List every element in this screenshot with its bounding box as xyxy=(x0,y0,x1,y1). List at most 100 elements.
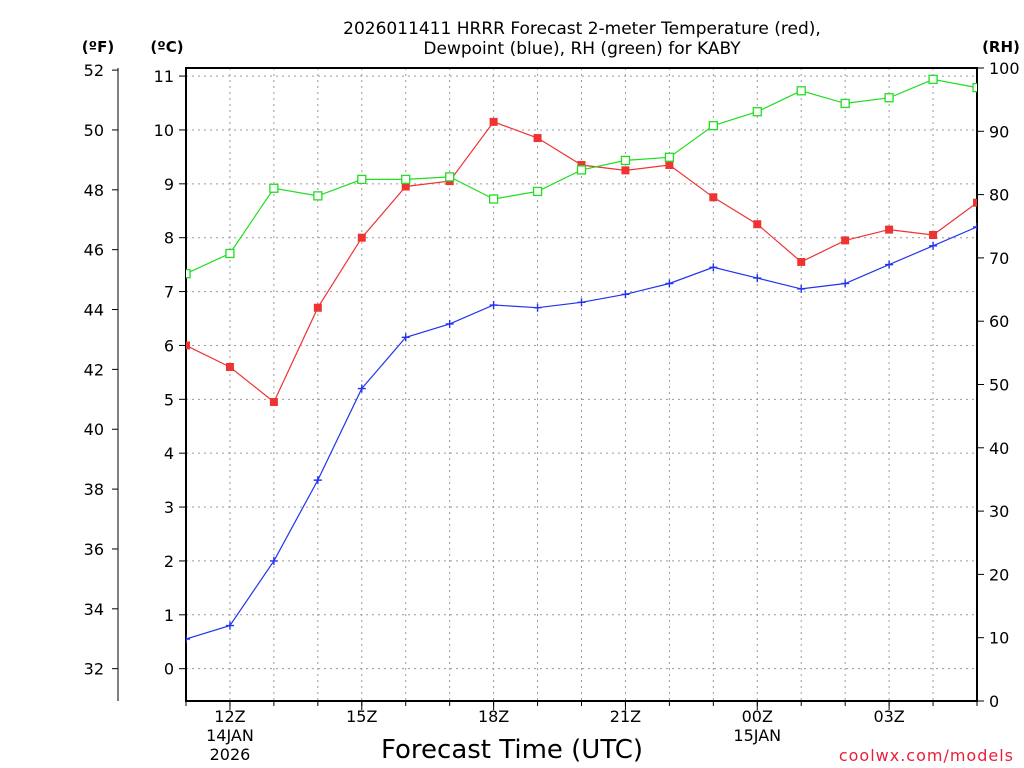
rh-point xyxy=(972,82,977,93)
temperature-point xyxy=(709,193,718,202)
temperature-point xyxy=(577,160,586,169)
dewpoint-point xyxy=(401,333,410,342)
rh-tick-label: 40 xyxy=(989,439,1009,458)
dewpoint-point xyxy=(709,263,718,272)
celsius-tick-label: 11 xyxy=(154,67,174,86)
rh-point xyxy=(532,186,543,197)
dewpoint-point xyxy=(753,274,762,283)
rh-tick-label: 100 xyxy=(989,59,1020,78)
celsius-axis-unit: (ºC) xyxy=(150,38,183,56)
fahrenheit-tick-label: 32 xyxy=(84,660,104,679)
temperature-point xyxy=(269,398,278,407)
rh-point xyxy=(576,165,587,175)
temperature-point xyxy=(973,198,977,207)
rh-point xyxy=(313,191,323,201)
temperature-point xyxy=(533,134,542,143)
rh-tick-label: 10 xyxy=(989,629,1009,648)
celsius-tick-label: 4 xyxy=(164,444,174,463)
x-date-label: 15JAN xyxy=(733,726,781,745)
celsius-tick-label: 2 xyxy=(164,552,174,571)
temperature-point xyxy=(841,236,850,245)
temperature-point xyxy=(797,257,806,266)
fahrenheit-tick-label: 34 xyxy=(84,600,104,619)
fahrenheit-axis-unit: (ºF) xyxy=(82,38,114,56)
temperature-point xyxy=(665,160,674,169)
x-date-label: 14JAN xyxy=(206,726,254,745)
temperature-point xyxy=(186,341,190,350)
temperature-point xyxy=(753,220,762,229)
dewpoint-point xyxy=(357,384,366,393)
celsius-tick-label: 6 xyxy=(164,336,174,355)
dewpoint-point xyxy=(665,279,674,288)
dewpoint-point xyxy=(445,319,454,328)
fahrenheit-tick-label: 38 xyxy=(84,480,104,499)
rh-point xyxy=(664,152,675,162)
fahrenheit-tick-label: 44 xyxy=(84,301,104,320)
rh-tick-label: 0 xyxy=(989,692,999,711)
celsius-tick-label: 5 xyxy=(164,390,174,409)
temperature-point xyxy=(885,225,894,234)
dewpoint-point xyxy=(313,476,322,485)
x-tick-label: 03Z xyxy=(873,707,904,726)
x-axis-title: Forecast Time (UTC) xyxy=(381,735,643,765)
rh-point xyxy=(269,183,279,193)
chart-title-line2: Dewpoint (blue), RH (green) for KABY xyxy=(423,39,741,59)
rh-point xyxy=(357,174,367,185)
rh-tick-label: 20 xyxy=(989,565,1009,584)
series-group xyxy=(186,74,977,644)
celsius-tick-label: 9 xyxy=(164,175,174,194)
dewpoint-point xyxy=(269,556,278,565)
dewpoint-point xyxy=(929,241,938,250)
x-tick-label: 15Z xyxy=(346,707,377,726)
rh-point xyxy=(488,194,499,204)
fahrenheit-tick-label: 48 xyxy=(84,181,104,200)
rh-point xyxy=(840,98,850,109)
rh-tick-label: 70 xyxy=(989,249,1009,268)
x-tick-label: 00Z xyxy=(742,707,773,726)
dewpoint-point xyxy=(841,279,850,288)
rh-axis-unit: (RH) xyxy=(982,38,1020,56)
dewpoint-point xyxy=(885,260,894,269)
x-tick-label: 18Z xyxy=(478,707,509,726)
celsius-tick-label: 7 xyxy=(164,283,174,302)
rh-point xyxy=(796,86,806,96)
x-tick-label: 12Z xyxy=(214,707,245,726)
celsius-tick-label: 8 xyxy=(164,229,174,248)
fahrenheit-tick-label: 36 xyxy=(84,540,104,559)
rh-tick-label: 30 xyxy=(989,502,1009,521)
fahrenheit-tick-label: 50 xyxy=(84,121,104,140)
rh-point xyxy=(445,172,455,182)
rh-point xyxy=(225,248,235,259)
rh-point xyxy=(708,120,718,131)
rh-point xyxy=(186,269,191,279)
celsius-tick-label: 0 xyxy=(164,660,174,679)
temperature-point xyxy=(357,233,366,242)
celsius-tick-label: 3 xyxy=(164,498,174,517)
fahrenheit-tick-label: 42 xyxy=(84,360,104,379)
series-layer xyxy=(186,74,977,644)
rh-point xyxy=(928,74,938,85)
x-tick-label: 21Z xyxy=(610,707,641,726)
temperature-point xyxy=(929,231,938,240)
rh-tick-label: 90 xyxy=(989,122,1009,141)
celsius-tick-label: 1 xyxy=(164,606,174,625)
fahrenheit-tick-label: 46 xyxy=(84,241,104,260)
rh-point xyxy=(752,107,762,117)
temperature-point xyxy=(401,182,410,191)
fahrenheit-tick-label: 40 xyxy=(84,420,104,439)
credit-link[interactable]: coolwx.com/models xyxy=(839,746,1014,765)
rh-point xyxy=(884,93,894,103)
temperature-point xyxy=(225,362,234,371)
dewpoint-point xyxy=(225,621,234,630)
temperature-point xyxy=(621,166,630,175)
temperature-point xyxy=(489,117,498,126)
celsius-tick-label: 10 xyxy=(154,121,174,140)
dewpoint-point xyxy=(973,222,977,231)
rh-point xyxy=(620,155,631,166)
dewpoint-point xyxy=(186,635,190,644)
dewpoint-line xyxy=(186,226,977,640)
axes: 0123456789101132343638404244464850520102… xyxy=(84,59,1020,711)
rh-tick-label: 50 xyxy=(989,376,1009,395)
